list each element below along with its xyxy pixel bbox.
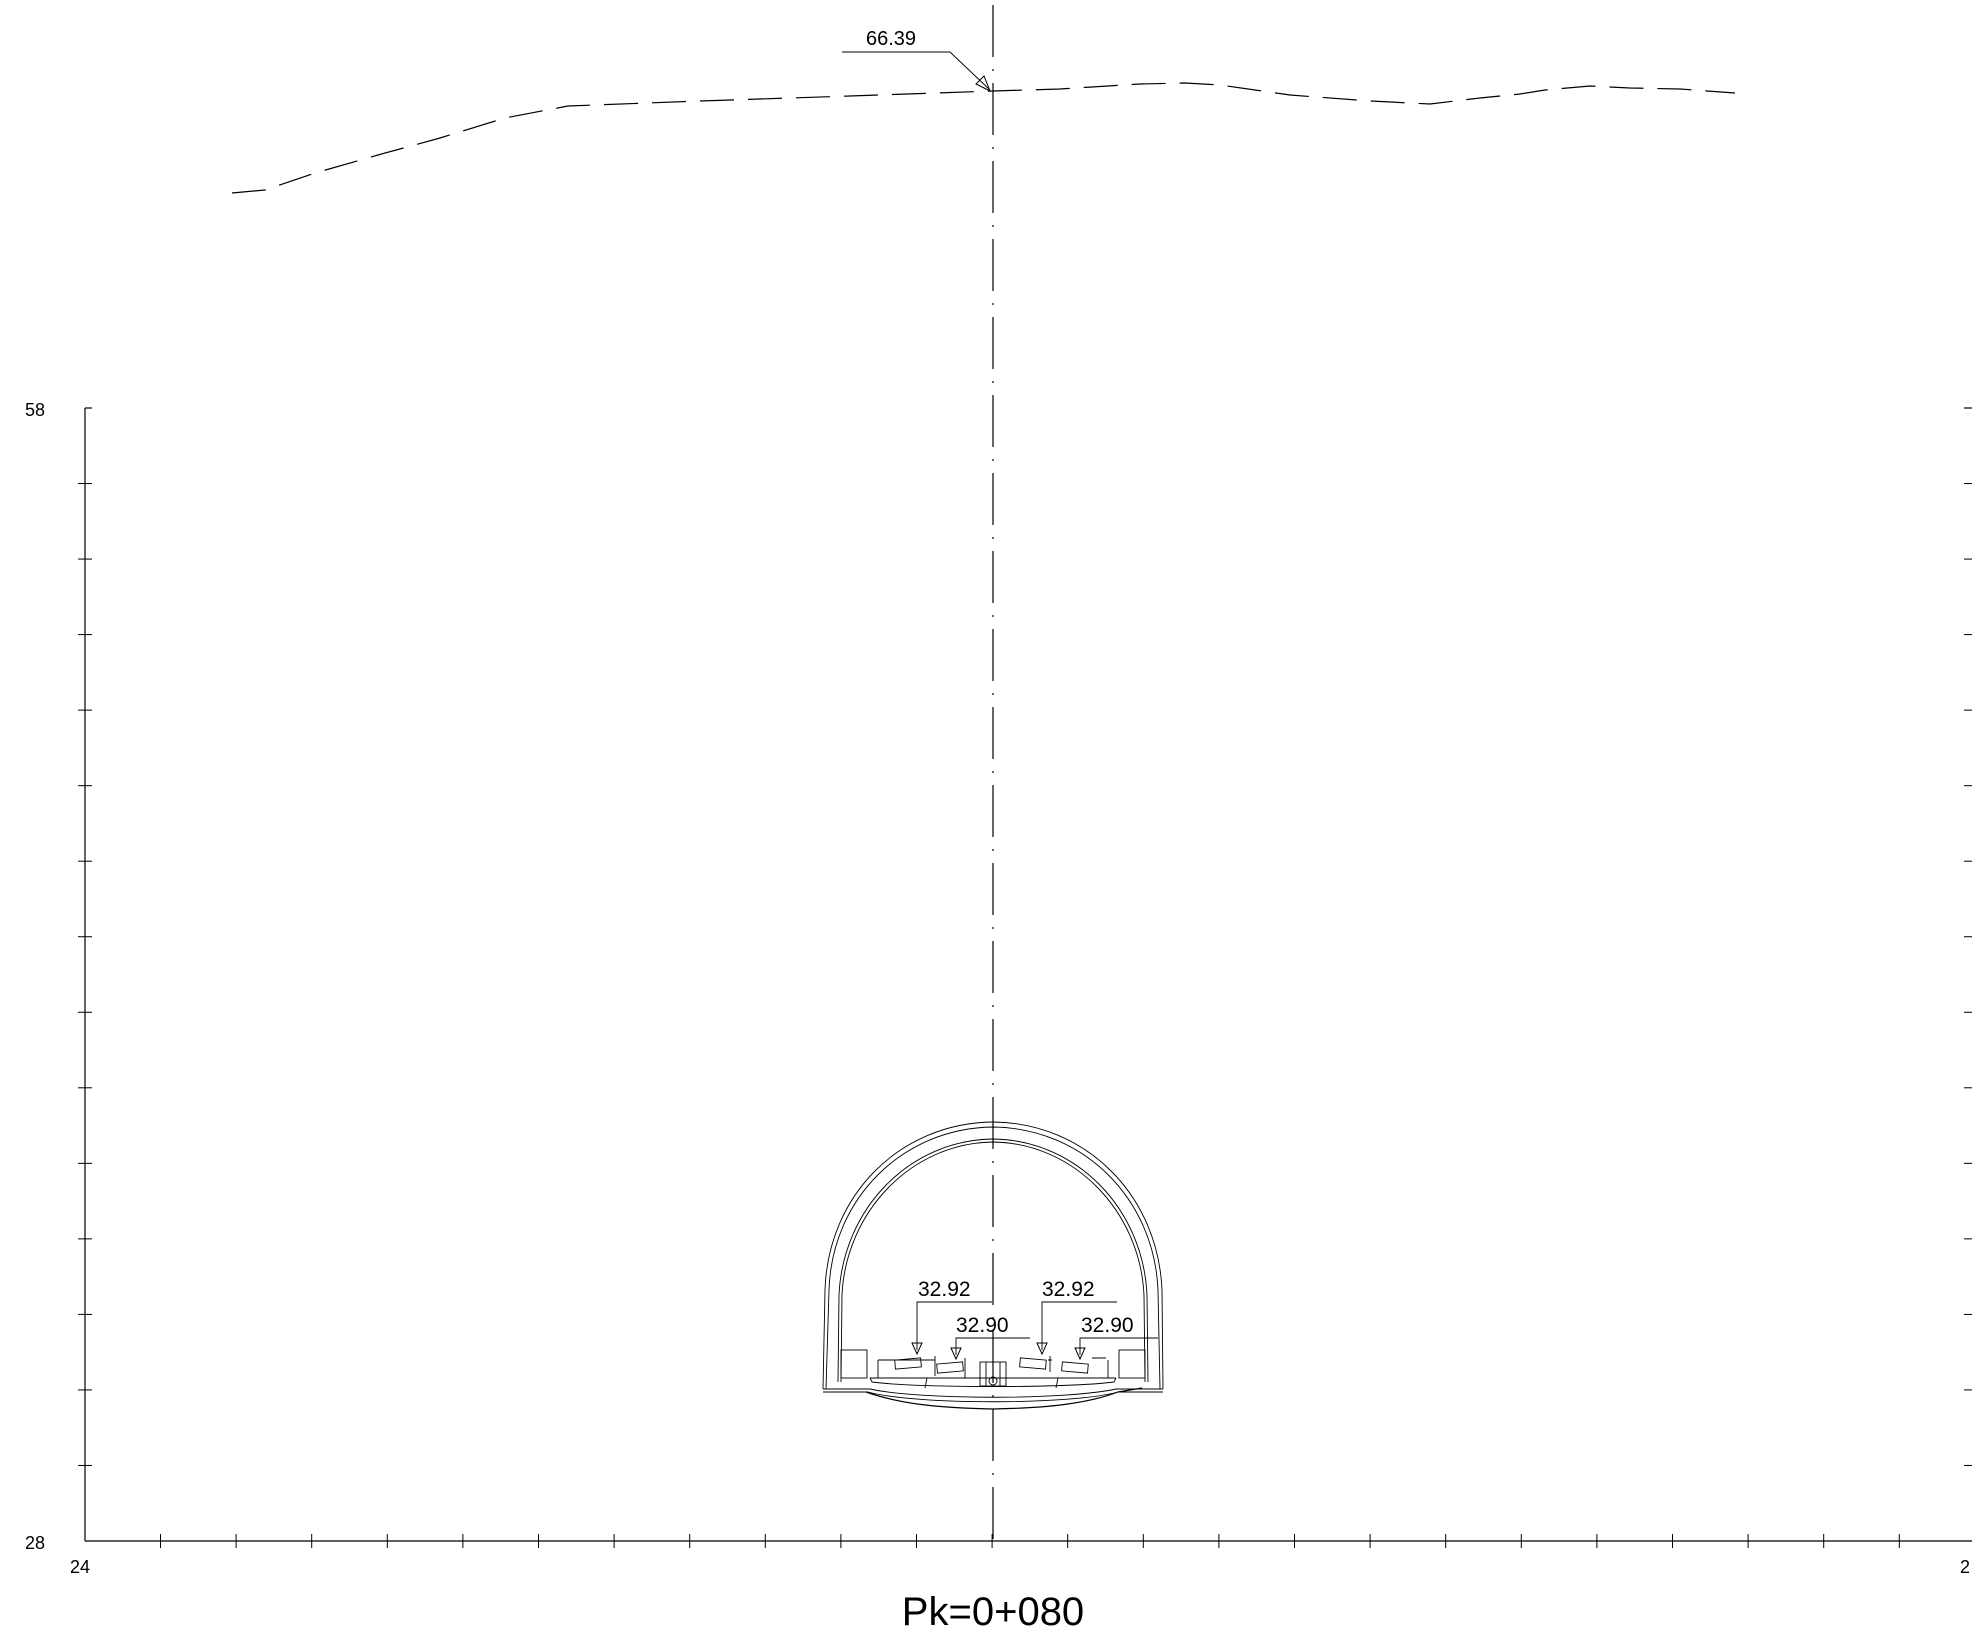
ground-profile-line: [231, 82, 1736, 194]
tunnel-outer-lining: [822, 1121, 1164, 1390]
tunnel-inner-lining-2: [840, 1141, 1146, 1383]
drain-pipe: [988, 1376, 998, 1386]
rail-level-right-upper: 32.92: [1036, 1278, 1117, 1356]
x-axis-left-label: 24: [70, 1557, 90, 1577]
right-walkway: [1118, 1349, 1146, 1379]
tunnel-invert-bottom: [823, 1391, 1163, 1403]
rail-level-left-lower: 32.90: [950, 1314, 1030, 1361]
y-axis-bottom-label: 28: [25, 1533, 45, 1553]
rail-level-left-lower-label: 32.90: [956, 1314, 1009, 1337]
x-axis-ticks: [160, 1534, 1900, 1548]
y-axis-top-label: 58: [25, 400, 45, 420]
rail-level-left-upper-label: 32.92: [918, 1278, 971, 1301]
rail-level-right-lower-label: 32.90: [1081, 1314, 1134, 1337]
track-slab: [869, 1360, 1117, 1387]
rail-level-right-lower: 32.90: [1074, 1314, 1158, 1361]
tunnel-invert: [823, 1388, 1163, 1398]
rail-sleeper-4: [1061, 1361, 1089, 1374]
rail-level-right-upper-label: 32.92: [1042, 1278, 1095, 1301]
central-drain: [979, 1361, 1007, 1387]
tunnel-section: [822, 1121, 1164, 1410]
ground-elevation-label: 66.39: [866, 28, 916, 50]
y-axis-ticks-right: [1964, 483, 1972, 1466]
axes-frame: [84, 407, 1972, 1542]
tunnel-outer-lining-inner: [825, 1126, 1161, 1390]
rail-sleeper-1: [894, 1357, 922, 1370]
rail-sleeper-3: [1019, 1357, 1047, 1370]
ground-elevation-callout: 66.39: [842, 28, 991, 93]
rail-level-left-upper: 32.92: [911, 1278, 992, 1356]
tunnel-inner-lining: [837, 1138, 1149, 1383]
x-axis-right-label: 2: [1960, 1557, 1970, 1577]
y-axis-ticks-left: [78, 483, 92, 1466]
rail-sleeper-2: [936, 1361, 964, 1374]
tunnel-invert-base: [865, 1387, 1143, 1410]
left-walkway: [840, 1349, 868, 1379]
section-label: Pk=0+080: [902, 1590, 1084, 1634]
